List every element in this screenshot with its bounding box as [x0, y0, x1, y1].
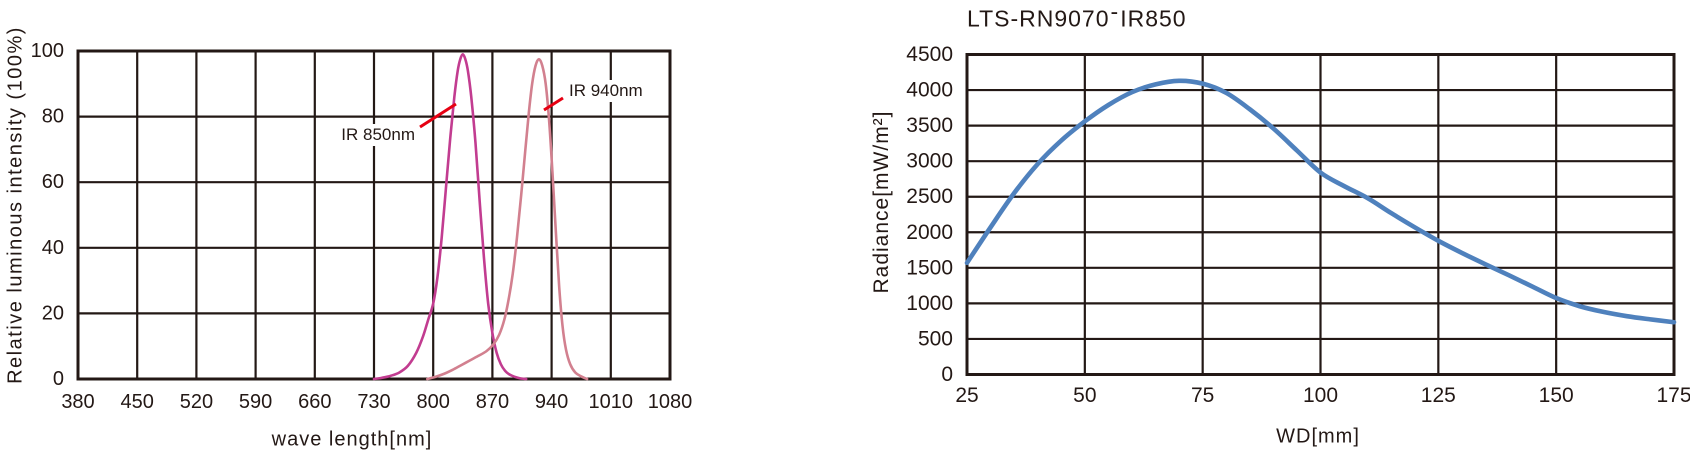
chart1-x-tick-100: 100: [1303, 384, 1338, 407]
right-chart-title: LTS-RN9070-IR850: [967, 0, 1187, 33]
chart1-plot-border: [965, 53, 1676, 376]
chart0-x-tick-1080: 1080: [648, 391, 693, 413]
chart1-y-tick-3000: 3000: [906, 150, 953, 173]
chart0-x-tick-590: 590: [239, 391, 272, 413]
chart0-x-tick-520: 520: [180, 391, 213, 413]
chart1-x-tick-125: 125: [1421, 384, 1456, 407]
chart1-x-tick-50: 50: [1073, 384, 1096, 407]
annotation-ir940-label: IR 940nm: [566, 80, 646, 102]
chart0-series-0-curve: [372, 52, 528, 381]
right-x-axis-title: WD[mm]: [1276, 425, 1360, 448]
chart0-x-tick-800: 800: [417, 391, 450, 413]
chart1-y-tick-2500: 2500: [906, 185, 953, 208]
chart1-x-tick-175: 175: [1656, 384, 1690, 407]
chart1-y-tick-1500: 1500: [906, 256, 953, 279]
chart0-y-tick-40: 40: [42, 237, 64, 259]
right-chart-title-variant: IR850: [1120, 5, 1187, 32]
chart1-y-tick-0: 0: [941, 363, 953, 386]
chart0-x-tick-1010: 1010: [589, 391, 634, 413]
annotation-ir850-label: IR 850nm: [338, 124, 418, 146]
left-x-axis-title: wave length[nm]: [271, 428, 433, 451]
chart0-y-tick-20: 20: [42, 302, 64, 324]
chart1-y-tick-4500: 4500: [906, 43, 953, 66]
chart1-y-tick-2000: 2000: [906, 221, 953, 244]
chart1-y-tick-1000: 1000: [906, 292, 953, 315]
chart0-x-tick-940: 940: [535, 391, 568, 413]
chart1-series-0-curve: [964, 78, 1677, 325]
chart0-y-tick-0: 0: [53, 368, 64, 390]
chart0-y-tick-80: 80: [42, 106, 64, 128]
chart0-annotation-1-leader-line: [543, 96, 564, 112]
chart0-x-tick-730: 730: [357, 391, 390, 413]
chart0-x-tick-870: 870: [476, 391, 509, 413]
chart1-x-tick-75: 75: [1191, 384, 1214, 407]
chart0-y-tick-100: 100: [31, 40, 64, 62]
chart0-x-tick-380: 380: [61, 391, 94, 413]
chart1-y-tick-4000: 4000: [906, 79, 953, 102]
chart1-y-tick-500: 500: [918, 327, 953, 350]
chart1-x-tick-25: 25: [955, 384, 978, 407]
chart0-x-tick-450: 450: [121, 391, 154, 413]
chart1-y-tick-3500: 3500: [906, 114, 953, 137]
right-chart-title-model: LTS-RN9070: [967, 5, 1110, 32]
chart0-x-tick-660: 660: [298, 391, 331, 413]
right-chart-title-dash: -: [1110, 0, 1120, 25]
chart0-annotation-0-leader-line: [419, 102, 457, 129]
left-y-axis-title: Relative luminous intensity (100%): [4, 26, 27, 384]
right-y-axis-title: Radiance[mW/m²]: [870, 110, 893, 294]
chart0-series-1-curve: [425, 57, 589, 381]
chart0-y-tick-60: 60: [42, 171, 64, 193]
chart1-x-tick-150: 150: [1539, 384, 1574, 407]
